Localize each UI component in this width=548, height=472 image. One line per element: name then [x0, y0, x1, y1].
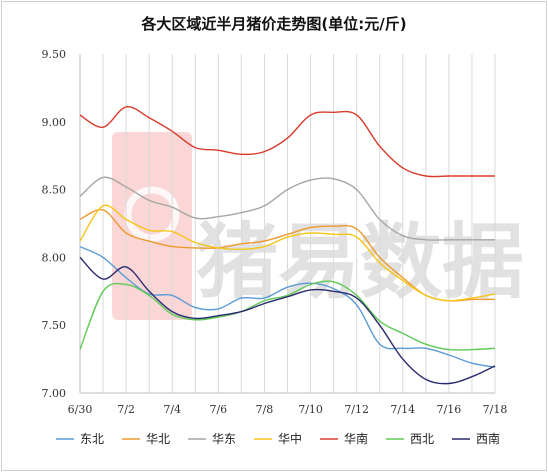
legend-label-6: 西北 — [410, 432, 434, 446]
x-tick-label: 7/6 — [209, 403, 227, 416]
x-tick-label: 7/4 — [163, 403, 181, 416]
watermark-logo — [112, 132, 192, 320]
x-tick-label: 7/16 — [437, 403, 462, 416]
legend-label-5: 华南 — [344, 431, 368, 446]
series-line-6 — [79, 280, 496, 351]
legend-label-2: 华北 — [146, 432, 170, 446]
legend-label-7: 西南 — [476, 431, 500, 446]
series-line-7 — [79, 256, 496, 385]
y-tick-label: 9.50 — [42, 48, 67, 61]
x-tick-label: 7/10 — [298, 403, 323, 416]
x-tick-label: 7/18 — [483, 403, 508, 416]
x-tick-label: 7/2 — [117, 403, 135, 416]
y-tick-label: 9.00 — [42, 116, 67, 129]
series-line-1 — [79, 245, 496, 368]
series-layer — [79, 106, 496, 385]
y-tick-label: 8.50 — [42, 184, 67, 197]
legend: 东北 华北 华东 华中 华南 西北 西南 — [56, 431, 500, 446]
series-line-5 — [79, 106, 495, 178]
x-tick-label: 7/12 — [344, 403, 369, 416]
y-tick-label: 7.50 — [42, 319, 67, 332]
y-tick-label: 8.00 — [42, 251, 67, 264]
x-tick-label: 7/8 — [256, 403, 274, 416]
watermark-text: 猪易数据 — [196, 215, 524, 310]
watermark-logo-ring — [124, 186, 180, 242]
legend-label-1: 东北 — [80, 432, 104, 446]
legend-label-4: 华中 — [278, 431, 302, 446]
x-tick-label: 7/14 — [390, 403, 415, 416]
series-line-3 — [79, 176, 495, 241]
y-tick-label: 7.00 — [42, 387, 67, 400]
chart-title: 各大区域近半月猪价走势图(单位:元/斤) — [140, 15, 406, 33]
x-tick-label: 6/30 — [68, 403, 93, 416]
legend-label-3: 华东 — [212, 432, 236, 446]
axis-layer: 9.50 9.00 8.50 8.00 7.50 7.006/30 7/2 7/4 7/6 7/8… — [42, 48, 508, 416]
series-line-4 — [79, 204, 496, 302]
